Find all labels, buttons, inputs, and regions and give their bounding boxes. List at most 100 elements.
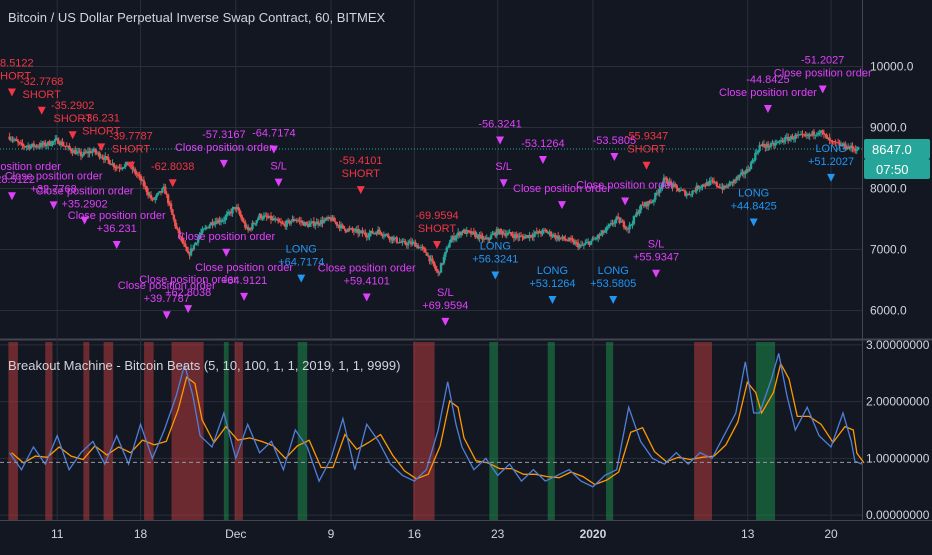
- candle-body: [575, 242, 578, 244]
- candle-body: [826, 137, 830, 139]
- candle-body: [48, 141, 51, 146]
- candle-body: [229, 212, 233, 214]
- candle-body: [608, 224, 611, 227]
- candle-body: [534, 231, 537, 234]
- candle-body: [148, 194, 151, 196]
- candle-body: [198, 235, 201, 238]
- candle-body: [171, 209, 174, 215]
- candle-body: [606, 226, 610, 228]
- candle-body: [788, 138, 791, 141]
- candle-body: [104, 156, 107, 160]
- candle-body: [706, 182, 710, 186]
- last-price-value: 8647.0: [872, 142, 912, 157]
- candle-body: [75, 151, 78, 155]
- candle-body: [796, 134, 800, 136]
- candle-body: [588, 241, 591, 245]
- candle-body: [316, 221, 320, 225]
- candle-body: [225, 214, 228, 217]
- price-axis: 10000.0 9000.0 8000.0 7000.0 6000.0: [870, 60, 914, 318]
- candle-body: [88, 151, 91, 154]
- candle-body: [329, 218, 333, 221]
- annotation-label: +69.9594: [422, 300, 468, 312]
- candle-body: [206, 227, 210, 229]
- candle-body: [216, 219, 220, 224]
- annotation-label: -32.7768: [20, 76, 63, 88]
- annotation-label: S/L: [437, 287, 454, 299]
- candle-body: [828, 137, 831, 141]
- candle-body: [254, 223, 257, 225]
- candle-body: [622, 221, 626, 228]
- candle-body: [674, 184, 677, 186]
- time-axis: 11 18 Dec 9 16 23 2020 13 20: [51, 527, 838, 541]
- candle-body: [346, 228, 350, 232]
- candle-body: [105, 156, 108, 158]
- candle-body: [601, 230, 604, 234]
- candle-body: [362, 232, 366, 234]
- candle-body: [506, 232, 510, 235]
- annotation-label: Close position order: [0, 161, 61, 173]
- candle-body: [268, 215, 271, 218]
- candle-body: [468, 230, 471, 232]
- annotation-label: +64.9121: [221, 275, 267, 287]
- candle-body: [42, 142, 46, 145]
- candle-body: [526, 235, 530, 238]
- candle-body: [62, 145, 66, 147]
- candle-body: [524, 236, 527, 239]
- candle-body: [199, 232, 203, 236]
- candle-body: [439, 263, 443, 273]
- candle-body: [376, 229, 380, 235]
- annotation-arrow: [222, 248, 231, 257]
- candle-body: [215, 221, 218, 224]
- candle-body: [552, 234, 556, 237]
- candle-body: [175, 226, 178, 229]
- candle-body: [16, 141, 20, 143]
- candle-body: [418, 247, 421, 249]
- candle-body: [162, 186, 166, 189]
- candle-body: [258, 214, 261, 219]
- candle-body: [401, 241, 404, 243]
- price-grid: [0, 66, 862, 312]
- candle-body: [455, 235, 458, 238]
- annotation-label: SHORT: [627, 144, 666, 156]
- candle-body: [559, 237, 563, 239]
- candle-body: [146, 192, 150, 196]
- candle-body: [634, 215, 637, 217]
- candle-body: [355, 229, 358, 231]
- trade-annotations: -28.5122SHORT-32.7768SHORT-35.2902SHORT-…: [0, 54, 872, 326]
- candle-body: [751, 160, 754, 163]
- candle-body: [188, 253, 191, 256]
- annotation-arrow: [68, 131, 77, 140]
- candle-body: [589, 240, 593, 245]
- candle-body: [689, 194, 693, 196]
- candle-body: [518, 235, 521, 238]
- candle-body: [315, 221, 318, 225]
- candle-body: [98, 152, 101, 158]
- candle-body: [78, 151, 81, 153]
- candle-body: [304, 222, 307, 226]
- candle-body: [565, 239, 568, 241]
- candle-body: [49, 144, 53, 146]
- candle-body: [375, 232, 378, 235]
- candle-body: [854, 149, 857, 152]
- candle-body: [722, 185, 726, 190]
- candle-body: [631, 223, 634, 225]
- osc-tick-label: 0.00000000: [866, 508, 930, 522]
- candle-body: [464, 229, 467, 234]
- candle-body: [58, 143, 61, 145]
- candle-body: [72, 150, 76, 154]
- annotation-label: -53.1264: [521, 138, 564, 150]
- candle-body: [852, 148, 856, 150]
- candle-body: [245, 226, 248, 228]
- candle-body: [809, 134, 813, 136]
- candle-body: [838, 142, 841, 146]
- annotation-label: Close position order: [318, 262, 416, 274]
- annotation-arrow: [356, 186, 365, 195]
- candle-body: [734, 179, 737, 181]
- candle-body: [772, 143, 776, 146]
- annotation-label: -57.3167: [202, 129, 245, 141]
- candle-body: [778, 140, 781, 142]
- candle-body: [695, 185, 698, 192]
- candle-body: [438, 272, 441, 274]
